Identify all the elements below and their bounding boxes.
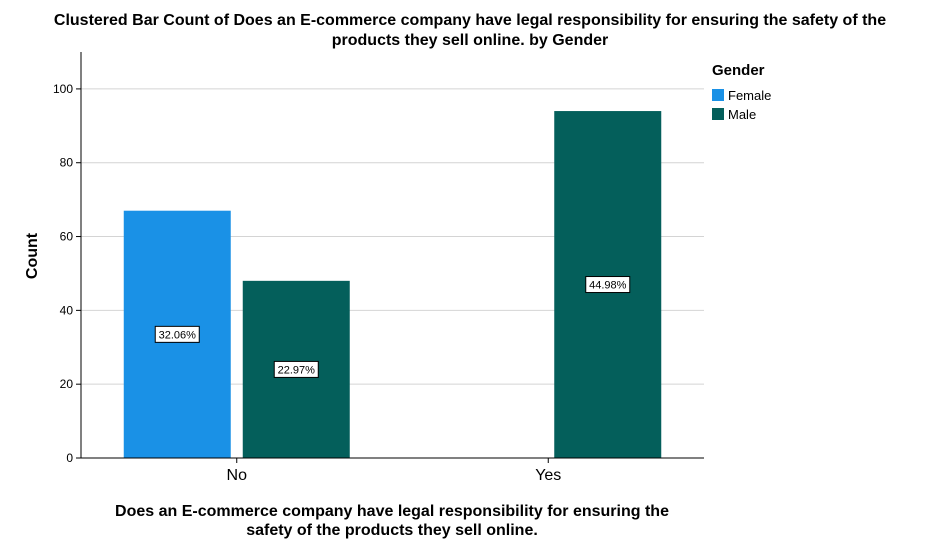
- y-axis-ticks: 0 20 40 60 80 100: [53, 82, 81, 465]
- y-tick-label: 0: [66, 451, 73, 465]
- chart-title-line-1: Clustered Bar Count of Does an E-commerc…: [54, 12, 886, 29]
- data-label: 22.97%: [278, 364, 316, 376]
- x-axis-title-line-1: Does an E-commerce company have legal re…: [115, 503, 669, 520]
- data-label: 32.06%: [159, 329, 197, 341]
- legend-title: Gender: [712, 62, 765, 79]
- data-label-box: [273, 360, 319, 378]
- x-axis-categories: No Yes: [227, 458, 561, 484]
- axes: [80, 52, 704, 459]
- data-label-box: [154, 325, 200, 343]
- y-tick-label: 20: [60, 377, 74, 391]
- chart-title-line-2: products they sell online. by Gender: [332, 32, 609, 49]
- y-tick-label: 80: [60, 156, 74, 170]
- x-category-label: Yes: [535, 467, 561, 484]
- legend: Gender Female Male: [712, 62, 771, 122]
- legend-label-male: Male: [728, 107, 756, 122]
- x-axis-title-line-2: safety of the products they sell online.: [246, 522, 538, 539]
- x-category-label: No: [227, 467, 248, 484]
- data-label: 44.98%: [589, 280, 627, 292]
- legend-swatch-male: [712, 108, 724, 120]
- y-tick-label: 60: [60, 230, 74, 244]
- data-label-box: [585, 276, 631, 294]
- y-axis-title: Count: [24, 232, 41, 279]
- y-tick-label: 100: [53, 82, 73, 96]
- bars: 32.06% 22.97% 44.98%: [123, 111, 662, 459]
- y-tick-label: 40: [60, 303, 74, 317]
- legend-label-female: Female: [728, 88, 771, 103]
- legend-swatch-female: [712, 89, 724, 101]
